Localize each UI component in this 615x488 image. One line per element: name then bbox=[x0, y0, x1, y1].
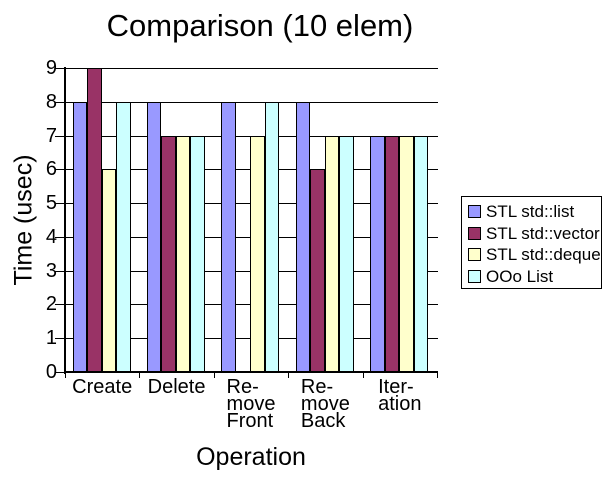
x-category-label-text: Delete bbox=[147, 376, 206, 398]
bar-removeback-s2 bbox=[324, 135, 340, 373]
y-tick-label-7: 7 bbox=[45, 124, 57, 147]
gridline-y8 bbox=[65, 101, 438, 103]
y-tick-4 bbox=[55, 236, 65, 238]
x-axis-line bbox=[63, 371, 438, 373]
y-tick-5 bbox=[55, 203, 65, 205]
y-tick-label-5: 5 bbox=[45, 192, 57, 215]
y-axis-line bbox=[63, 67, 66, 374]
x-category-label-1: Delete bbox=[139, 376, 213, 398]
bar-delete-s2 bbox=[175, 135, 191, 373]
legend-item-3: OOo List bbox=[468, 267, 554, 287]
x-axis-title: Operation bbox=[196, 443, 306, 471]
legend-item-2: STL std::deque bbox=[468, 245, 601, 265]
legend-item-0: STL std::list bbox=[468, 202, 575, 221]
y-tick-6 bbox=[55, 169, 65, 171]
legend-swatch-1 bbox=[468, 226, 481, 240]
bar-delete-s3 bbox=[190, 135, 205, 373]
y-tick-2 bbox=[55, 304, 65, 306]
bar-removefront-s3 bbox=[264, 101, 280, 373]
y-tick-7 bbox=[55, 135, 65, 137]
bar-create-s1 bbox=[87, 68, 102, 373]
y-tick-label-6: 6 bbox=[45, 158, 57, 181]
x-category-label-0: Create bbox=[65, 376, 139, 398]
y-tick-label-0: 0 bbox=[45, 361, 57, 383]
legend-swatch-3 bbox=[468, 270, 481, 284]
y-tick-label-9: 9 bbox=[45, 57, 57, 79]
legend-swatch-0 bbox=[468, 205, 481, 218]
x-category-label-4: Iter- ation bbox=[363, 376, 437, 415]
bar-delete-s1 bbox=[161, 135, 176, 373]
bar-removeback-s3 bbox=[339, 135, 354, 373]
x-tick-3 bbox=[288, 372, 290, 378]
legend-item-1: STL std::vector bbox=[468, 223, 600, 243]
legend-label-3: OOo List bbox=[486, 267, 554, 287]
bar-removefront-s0 bbox=[221, 101, 236, 373]
y-tick-label-8: 8 bbox=[45, 90, 57, 113]
bar-iteration-s1 bbox=[384, 135, 400, 373]
x-category-label-3: Re- move Back bbox=[288, 376, 362, 432]
chart-title: Comparison (10 elem) bbox=[106, 8, 414, 43]
legend-swatch-2 bbox=[468, 248, 481, 262]
x-category-label-text: Iter- ation bbox=[378, 376, 422, 415]
x-category-label-2: Re- move Front bbox=[214, 376, 288, 432]
bar-removeback-s1 bbox=[310, 169, 325, 373]
y-tick-label-3: 3 bbox=[45, 259, 57, 282]
bar-delete-s0 bbox=[146, 101, 162, 373]
x-tick-0 bbox=[65, 372, 66, 378]
x-tick-2 bbox=[213, 372, 215, 378]
bar-create-s0 bbox=[72, 101, 87, 373]
y-tick-8 bbox=[55, 101, 65, 103]
bar-iteration-s2 bbox=[399, 135, 414, 373]
x-tick-4 bbox=[362, 372, 364, 378]
legend-label-1: STL std::vector bbox=[486, 223, 600, 243]
y-tick-0 bbox=[55, 372, 65, 373]
bar-removefront-s2 bbox=[250, 135, 265, 373]
y-tick-label-4: 4 bbox=[45, 225, 57, 248]
x-category-label-text: Create bbox=[72, 376, 133, 398]
x-tick-1 bbox=[139, 372, 141, 378]
legend-label-0: STL std::list bbox=[486, 202, 575, 221]
y-tick-label-2: 2 bbox=[45, 293, 57, 316]
legend-label-2: STL std::deque bbox=[486, 245, 601, 265]
x-category-label-text: Re- move Back bbox=[300, 376, 350, 432]
bar-iteration-s0 bbox=[370, 135, 385, 373]
y-tick-3 bbox=[55, 270, 65, 272]
y-tick-9 bbox=[55, 68, 65, 69]
y-tick-label-1: 1 bbox=[45, 327, 57, 350]
bar-removeback-s0 bbox=[295, 101, 311, 373]
bar-create-s2 bbox=[101, 169, 116, 373]
gridline-y9 bbox=[65, 68, 438, 69]
x-category-label-text: Re- move Front bbox=[226, 376, 276, 432]
bar-create-s3 bbox=[116, 101, 131, 373]
x-tick-5 bbox=[437, 372, 438, 378]
bar-iteration-s3 bbox=[413, 135, 429, 373]
y-tick-1 bbox=[55, 338, 65, 340]
